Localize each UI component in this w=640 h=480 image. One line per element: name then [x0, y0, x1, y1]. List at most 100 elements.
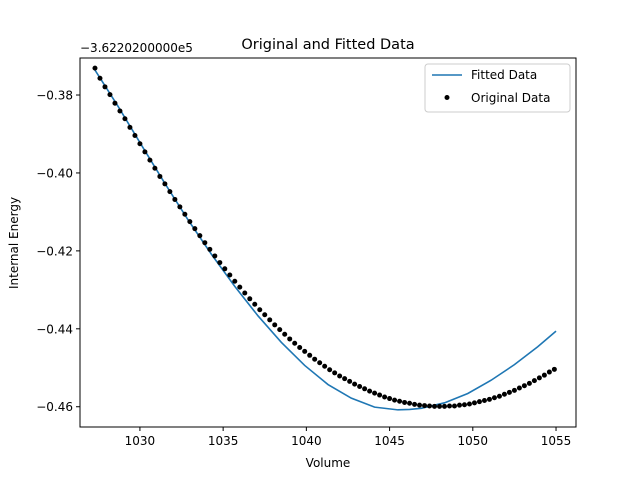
data-point: [212, 253, 218, 259]
data-point: [377, 392, 383, 398]
data-point: [327, 367, 333, 373]
data-point: [177, 204, 183, 210]
data-point: [432, 403, 438, 409]
legend: Fitted Data Original Data: [424, 63, 571, 113]
x-tick-label: 1030: [125, 434, 156, 448]
data-point: [461, 402, 467, 408]
data-point: [252, 301, 258, 307]
x-tick-label: 1035: [208, 434, 239, 448]
data-point: [277, 327, 283, 333]
data-point: [317, 360, 323, 366]
data-point: [97, 75, 103, 81]
data-point: [137, 141, 143, 147]
data-point: [362, 386, 368, 392]
data-point: [157, 173, 163, 179]
data-point: [392, 397, 398, 403]
data-point: [511, 387, 517, 393]
data-point: [282, 331, 288, 337]
y-offset-text: −3.6220200000e5: [80, 41, 193, 55]
data-point: [92, 65, 98, 71]
legend-label-fitted: Fitted Data: [471, 68, 537, 82]
x-tick-label: 1040: [291, 434, 322, 448]
data-point: [422, 403, 428, 409]
data-point: [526, 380, 532, 386]
data-point: [242, 290, 248, 296]
axes-frame: [79, 57, 577, 428]
data-point: [496, 393, 502, 399]
data-point: [312, 356, 318, 362]
data-point: [447, 403, 452, 409]
data-point: [382, 394, 388, 400]
data-point: [272, 322, 278, 328]
data-point: [402, 399, 408, 405]
y-tick-label: −0.40: [36, 166, 73, 180]
data-point: [546, 369, 552, 375]
data-point: [476, 399, 482, 405]
data-point: [202, 240, 208, 246]
data-point: [292, 340, 298, 346]
data-point: [332, 370, 338, 376]
y-tick-label: −0.44: [36, 322, 73, 336]
data-point: [307, 352, 313, 358]
data-point: [531, 378, 537, 384]
data-point: [536, 375, 542, 381]
chart-title: Original and Fitted Data: [241, 37, 414, 53]
data-point: [197, 233, 203, 239]
data-point: [412, 401, 418, 407]
data-point: [367, 388, 373, 394]
data-point: [372, 390, 378, 396]
data-point: [297, 345, 303, 351]
data-point: [257, 307, 263, 313]
x-axis-label: Volume: [306, 456, 351, 470]
data-point: [217, 260, 223, 266]
series-line-fitted-data: [94, 69, 557, 411]
data-point: [541, 372, 547, 378]
data-point: [162, 181, 168, 187]
data-point: [167, 189, 173, 195]
y-tick-label: −0.46: [36, 400, 73, 414]
data-point: [247, 296, 253, 302]
data-point: [357, 383, 363, 389]
data-point: [127, 124, 133, 130]
data-point: [262, 312, 268, 318]
data-point: [521, 383, 527, 389]
data-point: [506, 389, 512, 395]
data-point: [501, 391, 507, 397]
x-axis-ticks: 1030 1035 1040 1045 1050 1055: [125, 427, 572, 448]
data-point: [352, 381, 358, 387]
data-point: [551, 366, 557, 372]
data-point: [132, 133, 138, 139]
data-point: [407, 400, 413, 406]
data-point: [437, 403, 443, 409]
data-point: [452, 403, 457, 409]
data-point: [147, 157, 153, 163]
x-tick-label: 1055: [541, 434, 572, 448]
data-point: [491, 395, 497, 401]
data-point: [397, 398, 403, 404]
data-point: [122, 116, 128, 122]
data-point: [516, 385, 522, 391]
legend-marker-swatch: [444, 95, 450, 100]
data-point: [232, 278, 238, 284]
data-point: [466, 401, 472, 407]
y-tick-label: −0.42: [36, 244, 73, 258]
data-point: [182, 211, 188, 217]
plot-area: [79, 57, 577, 428]
x-tick-label: 1045: [374, 434, 405, 448]
data-point: [471, 400, 477, 406]
data-point: [302, 348, 308, 354]
data-point: [117, 108, 123, 114]
data-point: [442, 403, 448, 409]
data-point: [267, 317, 273, 323]
y-tick-label: −0.38: [36, 89, 73, 103]
data-point: [287, 336, 293, 342]
data-point: [427, 403, 433, 409]
data-point: [387, 396, 393, 402]
data-point: [237, 284, 243, 290]
data-point: [322, 363, 328, 369]
data-point: [227, 272, 233, 278]
y-axis-label: Internal Energy: [7, 197, 21, 289]
data-point: [486, 396, 492, 402]
legend-box: [424, 63, 571, 113]
